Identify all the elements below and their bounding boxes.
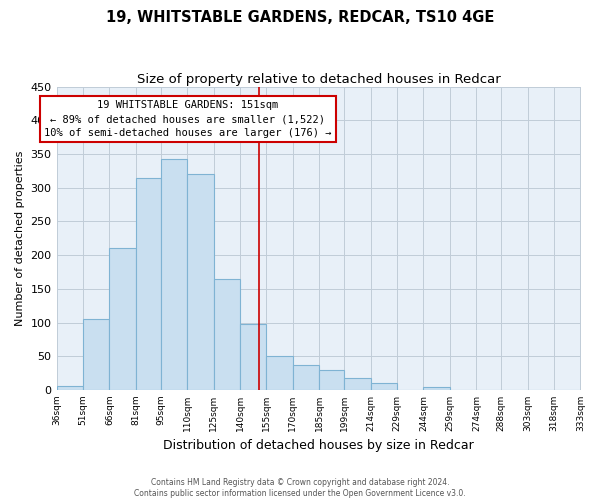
Bar: [319, 370, 344, 390]
Title: Size of property relative to detached houses in Redcar: Size of property relative to detached ho…: [137, 72, 500, 86]
Y-axis label: Number of detached properties: Number of detached properties: [15, 150, 25, 326]
Bar: [136, 178, 161, 390]
Bar: [240, 324, 266, 390]
X-axis label: Distribution of detached houses by size in Redcar: Distribution of detached houses by size …: [163, 440, 474, 452]
Bar: [83, 319, 109, 390]
Bar: [161, 159, 187, 390]
Bar: [293, 365, 319, 390]
Text: 19 WHITSTABLE GARDENS: 151sqm
← 89% of detached houses are smaller (1,522)
10% o: 19 WHITSTABLE GARDENS: 151sqm ← 89% of d…: [44, 100, 332, 138]
Bar: [344, 378, 371, 390]
Text: 19, WHITSTABLE GARDENS, REDCAR, TS10 4GE: 19, WHITSTABLE GARDENS, REDCAR, TS10 4GE: [106, 10, 494, 25]
Bar: [424, 386, 450, 390]
Bar: [266, 356, 293, 390]
Bar: [187, 174, 214, 390]
Bar: [56, 386, 83, 390]
Text: Contains HM Land Registry data © Crown copyright and database right 2024.
Contai: Contains HM Land Registry data © Crown c…: [134, 478, 466, 498]
Bar: [109, 248, 136, 390]
Bar: [371, 383, 397, 390]
Bar: [214, 278, 240, 390]
